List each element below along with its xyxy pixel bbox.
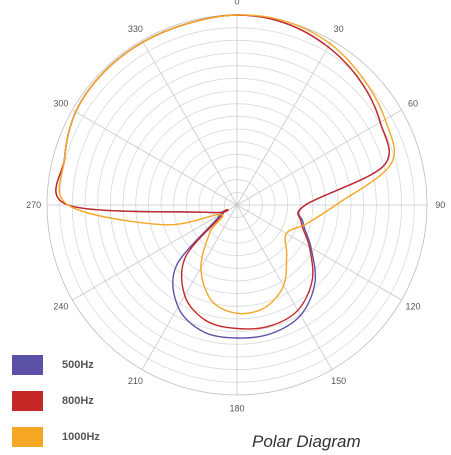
legend-swatch-800hz	[12, 391, 43, 411]
angle-tick-label: 150	[331, 376, 346, 386]
grid-spoke	[72, 109, 238, 206]
legend-label-800hz: 800Hz	[62, 395, 94, 407]
series-line-1000hz	[58, 14, 396, 315]
legend-swatch-500hz	[12, 355, 43, 375]
angle-tick-label: 120	[406, 302, 421, 312]
legend-label-500hz: 500Hz	[62, 359, 94, 371]
angle-tick-label: 60	[408, 98, 418, 108]
legend-label-1000hz: 1000Hz	[62, 431, 100, 443]
grid-spoke	[141, 40, 238, 206]
chart-title: Polar Diagram	[252, 432, 361, 451]
grid-spoke	[236, 109, 402, 206]
legend-item-500hz: 500Hz	[12, 347, 100, 383]
series-lines	[55, 14, 396, 339]
legend-swatch-1000hz	[12, 427, 43, 447]
angle-tick-label: 330	[128, 24, 143, 34]
grid-spoke	[141, 204, 238, 370]
angle-tick-label: 300	[53, 98, 68, 108]
angle-tick-label: 210	[128, 376, 143, 386]
angular-grid-spokes	[47, 15, 427, 395]
angle-tick-label: 180	[229, 403, 244, 413]
angle-tick-label: 270	[26, 200, 41, 210]
angle-tick-label: 90	[435, 200, 445, 210]
legend: 500Hz 800Hz 1000Hz	[12, 347, 100, 455]
angle-tick-label: 30	[334, 24, 344, 34]
angle-tick-label: 240	[53, 302, 68, 312]
series-line-500hz	[55, 14, 390, 339]
grid-spoke	[72, 204, 238, 301]
grid-spoke	[236, 204, 333, 370]
angle-tick-labels: 0 30 60 90 120 150 180 210 240 270 300 330	[26, 0, 445, 413]
polar-chart: 0 30 60 90 120 150 180 210 240 270 300 330	[26, 0, 445, 413]
grid-spoke	[236, 204, 402, 301]
angle-tick-label: 0	[234, 0, 239, 7]
legend-item-800hz: 800Hz	[12, 383, 100, 419]
legend-item-1000hz: 1000Hz	[12, 419, 100, 455]
grid-spoke	[236, 40, 333, 206]
